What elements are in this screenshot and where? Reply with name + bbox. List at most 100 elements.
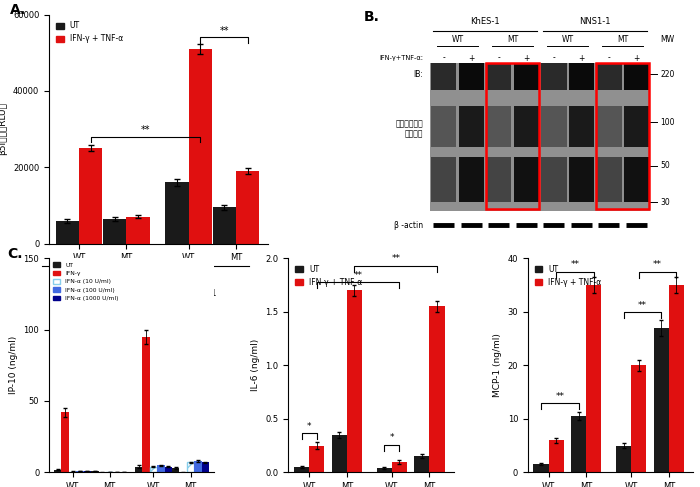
Bar — [624, 63, 649, 90]
Bar — [631, 365, 646, 472]
Bar — [669, 285, 684, 472]
Bar — [76, 471, 84, 472]
Text: **: ** — [570, 261, 580, 269]
Bar — [391, 462, 407, 472]
Y-axis label: β5i活性（RLU）: β5i活性（RLU） — [0, 103, 7, 155]
Bar — [150, 467, 158, 472]
Bar — [568, 156, 594, 202]
Bar — [202, 462, 209, 472]
Bar — [596, 63, 649, 209]
Text: β -actin: β -actin — [394, 221, 424, 230]
Text: B.: B. — [364, 10, 380, 24]
Bar — [54, 469, 62, 472]
Text: 50: 50 — [660, 161, 670, 170]
Text: -: - — [442, 54, 445, 63]
Legend: UT, IFN-γ + TNF-α: UT, IFN-γ + TNF-α — [532, 262, 605, 290]
Text: **: ** — [638, 300, 647, 310]
Bar — [430, 63, 650, 211]
Bar — [294, 467, 309, 472]
Bar — [309, 446, 324, 472]
Text: -: - — [552, 54, 555, 63]
Bar — [568, 106, 594, 148]
Bar — [549, 440, 564, 472]
Bar — [347, 290, 362, 472]
Bar — [135, 467, 142, 472]
Text: +: + — [634, 54, 640, 63]
Text: NNS1-1: NNS1-1 — [580, 17, 611, 26]
Text: C.: C. — [8, 247, 23, 262]
Bar — [103, 219, 127, 244]
Text: KhES-1: KhES-1 — [470, 17, 500, 26]
Bar — [142, 337, 150, 472]
Bar — [541, 106, 566, 148]
Legend: UT, IFN-γ + TNF-α: UT, IFN-γ + TNF-α — [52, 19, 126, 46]
Bar — [164, 467, 172, 472]
Bar — [486, 63, 512, 90]
Bar — [533, 465, 549, 472]
Bar — [596, 106, 622, 148]
Bar — [158, 465, 164, 472]
Text: WT: WT — [561, 36, 574, 44]
Text: **: ** — [141, 125, 150, 135]
Text: WT: WT — [452, 36, 463, 44]
Bar — [62, 412, 69, 472]
Text: **: ** — [391, 255, 400, 263]
Text: 100: 100 — [660, 118, 675, 127]
Bar — [654, 328, 669, 472]
Bar — [486, 63, 539, 209]
Bar — [213, 207, 236, 244]
Legend: UT, IFN-γ + TNF-α: UT, IFN-γ + TNF-α — [293, 262, 365, 290]
Bar — [84, 471, 91, 472]
Text: +: + — [523, 54, 529, 63]
Text: +: + — [468, 54, 475, 63]
Bar — [624, 156, 649, 202]
Text: KhES-1: KhES-1 — [76, 289, 106, 298]
Text: **: ** — [354, 271, 363, 280]
Bar — [514, 156, 539, 202]
Bar — [377, 468, 391, 472]
Bar — [79, 148, 102, 244]
Text: 30: 30 — [660, 198, 670, 207]
Bar — [571, 416, 587, 472]
Bar — [431, 106, 456, 148]
Bar — [172, 468, 179, 472]
Bar — [541, 156, 566, 202]
Bar — [236, 171, 260, 244]
Text: IB:: IB: — [414, 70, 424, 78]
Text: -: - — [608, 54, 610, 63]
Bar — [541, 63, 566, 90]
Text: +: + — [578, 54, 584, 63]
Bar — [458, 156, 484, 202]
Text: *: * — [307, 422, 312, 431]
Y-axis label: MCP-1 (ng/ml): MCP-1 (ng/ml) — [493, 333, 502, 397]
Bar — [486, 156, 512, 202]
Text: MW: MW — [660, 36, 674, 44]
Bar — [188, 49, 212, 244]
Bar — [458, 106, 484, 148]
Text: 220: 220 — [660, 70, 675, 78]
Text: *: * — [389, 433, 394, 442]
Text: **: ** — [219, 26, 229, 36]
Bar — [596, 156, 622, 202]
Bar — [514, 63, 539, 90]
Bar — [414, 456, 430, 472]
Bar — [624, 106, 649, 148]
Text: A.: A. — [10, 3, 26, 17]
Bar — [458, 63, 484, 90]
Text: **: ** — [653, 261, 662, 269]
Bar — [431, 156, 456, 202]
Text: **: ** — [555, 392, 564, 401]
Bar — [194, 461, 202, 472]
Bar — [165, 183, 188, 244]
Text: MT: MT — [617, 36, 629, 44]
Bar — [616, 446, 631, 472]
Bar — [187, 462, 194, 472]
Bar — [568, 63, 594, 90]
Text: ユビキチン化
タンパク: ユビキチン化 タンパク — [395, 119, 423, 139]
Y-axis label: IP-10 (ng/ml): IP-10 (ng/ml) — [9, 336, 18, 394]
Bar — [55, 221, 79, 244]
Bar — [127, 217, 150, 244]
Text: NNS1-1: NNS1-1 — [185, 289, 216, 298]
Bar — [431, 63, 456, 90]
Legend: UT, IFN-γ, IFN-α (10 U/ml), IFN-α (100 U/ml), IFN-α (1000 U/ml): UT, IFN-γ, IFN-α (10 U/ml), IFN-α (100 U… — [52, 261, 120, 302]
